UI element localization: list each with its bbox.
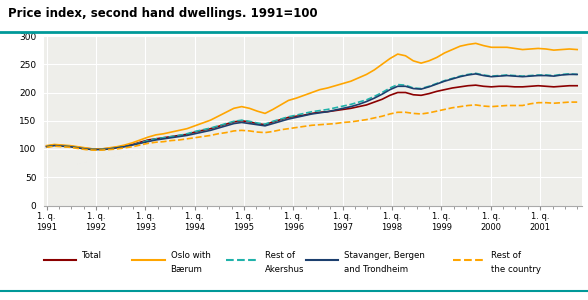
Text: and Trondheim: and Trondheim <box>344 266 408 274</box>
Text: Akershus: Akershus <box>265 266 304 274</box>
Text: Bærum: Bærum <box>171 266 202 274</box>
Text: the country: the country <box>491 266 541 274</box>
Text: Price index, second hand dwellings. 1991=100: Price index, second hand dwellings. 1991… <box>8 7 318 20</box>
Text: Rest of: Rest of <box>265 250 295 260</box>
Text: Rest of: Rest of <box>491 250 521 260</box>
Text: Total: Total <box>82 250 102 260</box>
Text: Stavanger, Bergen: Stavanger, Bergen <box>344 250 425 260</box>
Text: Oslo with: Oslo with <box>171 250 211 260</box>
